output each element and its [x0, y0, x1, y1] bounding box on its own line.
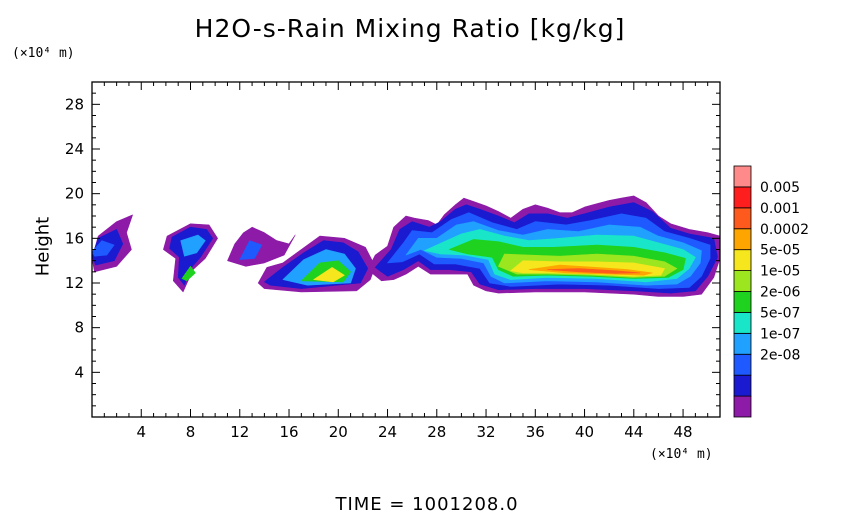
colorbar-swatch: [733, 312, 752, 334]
colorbar-swatch: [733, 270, 752, 292]
colorbar-swatch: [733, 332, 752, 355]
contour-region-8: [239, 240, 263, 260]
colorbar-swatch: [733, 207, 752, 230]
colorbar-swatch: [733, 291, 752, 313]
contour-region-2: [92, 240, 115, 257]
y-tick-label: 8: [74, 319, 84, 337]
colorbar-swatch: [733, 374, 752, 397]
y-tick-label: 24: [65, 140, 84, 158]
contour-region-5: [180, 234, 206, 257]
colorbar-label: 0.001: [760, 201, 800, 217]
colorbar-swatch: [733, 249, 752, 271]
colorbar: 0.005 0.001 0.0002 5e-05 1e-05 2e-06 5e-07 1e-0…: [733, 165, 809, 418]
colorbar-label: 0.0002: [760, 222, 809, 238]
chart-title: H2O-s-Rain Mixing Ratio [kg/kg]: [194, 14, 626, 43]
y-tick-label: 4: [74, 363, 84, 381]
y-tick-label: 28: [65, 95, 84, 113]
colorbar-swatch: [733, 353, 752, 376]
contour-region-23: [547, 268, 641, 274]
y-tick-label: 16: [65, 229, 84, 247]
x-axis-unit: (×10⁴ m): [650, 447, 713, 462]
colorbar-label: 1e-05: [760, 264, 800, 280]
contour-regions: [92, 195, 720, 297]
contour-region-7: [227, 226, 296, 267]
x-tick-label: 4: [136, 423, 146, 441]
colorbar-label: 5e-05: [760, 243, 800, 259]
colorbar-label: 0.005: [760, 180, 800, 196]
colorbar-label: 2e-06: [760, 285, 800, 301]
x-tick-label: 16: [279, 423, 298, 441]
contour-region-13: [313, 267, 345, 283]
x-tick-label: 40: [575, 423, 594, 441]
colorbar-swatch: [733, 395, 752, 418]
colorbar-label: 2e-08: [760, 347, 800, 363]
time-footer: TIME = 1001208.0: [335, 494, 519, 515]
x-tick-label: 8: [186, 423, 196, 441]
y-tick-label: 12: [65, 274, 84, 292]
x-tick-label: 12: [230, 423, 249, 441]
colorbar-swatch: [733, 186, 752, 209]
colorbar-swatch: [733, 165, 752, 188]
x-tick-label: 20: [329, 423, 348, 441]
x-tick-label: 28: [427, 423, 446, 441]
x-tick-label: 44: [624, 423, 643, 441]
x-tick-label: 24: [378, 423, 397, 441]
colorbar-label: 1e-07: [760, 326, 800, 342]
y-tick-label: 20: [65, 185, 84, 203]
colorbar-label: 5e-07: [760, 305, 800, 321]
contour-region-6: [181, 265, 196, 282]
x-tick-label: 48: [674, 423, 693, 441]
x-tick-label: 32: [476, 423, 495, 441]
x-tick-label: 36: [526, 423, 545, 441]
y-axis-unit: (×10⁴ m): [12, 46, 75, 61]
colorbar-swatch: [733, 228, 752, 251]
